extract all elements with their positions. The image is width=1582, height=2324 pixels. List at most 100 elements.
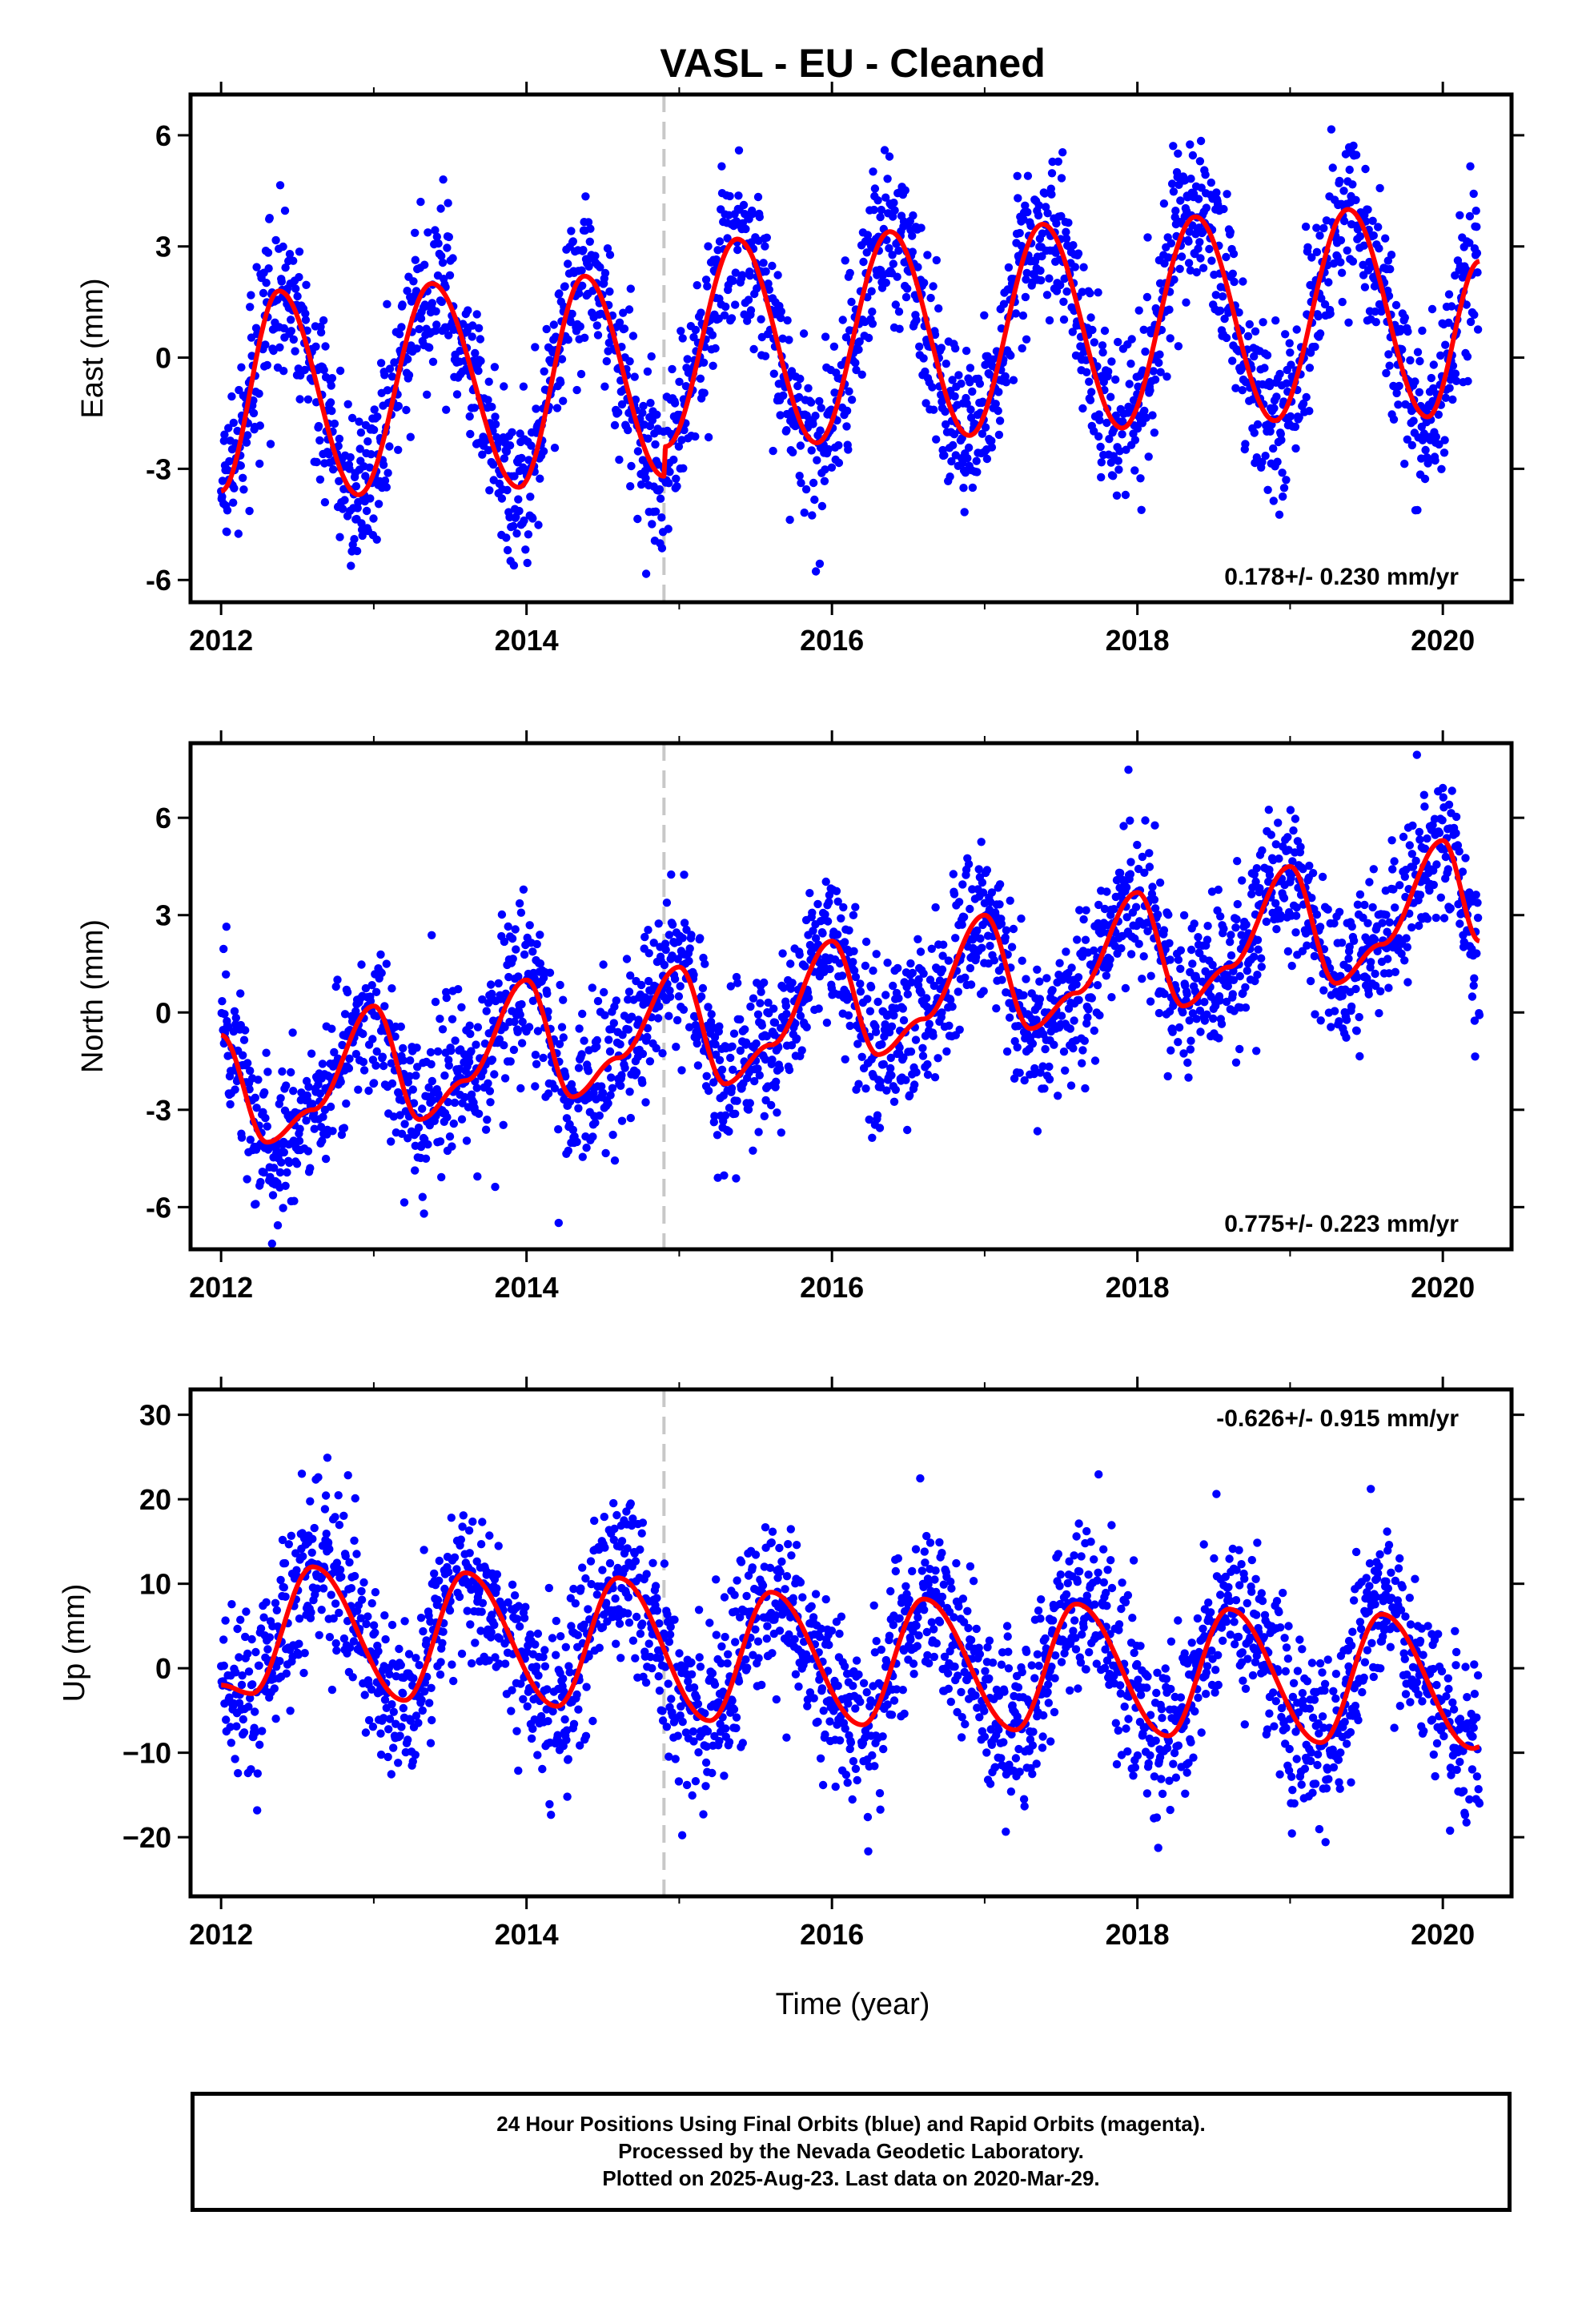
data-point <box>644 926 652 935</box>
data-point <box>265 214 274 223</box>
y-tick-label: -3 <box>146 1094 171 1127</box>
data-point <box>1470 310 1479 320</box>
data-point <box>1006 351 1015 360</box>
data-point <box>1421 445 1430 455</box>
data-point <box>1098 341 1107 350</box>
data-point <box>995 416 1005 425</box>
data-point <box>577 1050 586 1059</box>
data-point <box>1341 150 1351 159</box>
data-point <box>227 1600 236 1609</box>
data-point <box>1363 919 1372 928</box>
data-point <box>973 926 982 935</box>
data-point <box>1209 1014 1218 1023</box>
data-point <box>1257 954 1266 963</box>
data-point <box>246 1694 255 1703</box>
data-point <box>1096 442 1105 452</box>
data-point <box>788 979 797 987</box>
data-point <box>343 400 352 408</box>
data-point <box>1257 963 1267 971</box>
data-point <box>1438 816 1447 825</box>
data-point <box>263 1122 271 1131</box>
data-point <box>567 1080 576 1089</box>
data-point <box>1164 253 1173 262</box>
data-point <box>340 496 349 505</box>
data-point <box>797 1046 806 1055</box>
data-point <box>1121 983 1130 993</box>
plot-frame <box>188 92 1514 605</box>
data-point <box>1429 880 1439 890</box>
data-point <box>1462 300 1471 309</box>
data-point <box>340 1010 350 1019</box>
data-point <box>713 1173 722 1182</box>
y-axis-label: East (mm) <box>76 278 110 418</box>
data-point <box>870 184 880 193</box>
data-point <box>615 318 624 327</box>
data-point <box>1020 1076 1029 1085</box>
data-point <box>497 494 507 503</box>
data-point <box>753 1064 762 1073</box>
data-point <box>532 404 540 413</box>
data-point <box>786 959 795 968</box>
data-point <box>809 927 817 935</box>
data-point <box>919 969 928 979</box>
data-point <box>644 976 653 986</box>
data-point <box>1001 933 1010 943</box>
data-point <box>490 363 500 372</box>
data-point <box>604 338 613 348</box>
data-point <box>1186 175 1195 183</box>
data-point <box>927 944 937 954</box>
data-point <box>321 342 330 351</box>
data-point <box>218 493 227 501</box>
data-point <box>741 1038 751 1047</box>
data-point <box>336 1077 345 1087</box>
data-point <box>801 962 809 971</box>
data-point <box>1427 304 1437 314</box>
data-point <box>913 263 922 271</box>
data-point <box>1130 436 1140 444</box>
data-point <box>335 434 344 444</box>
data-point <box>901 292 911 302</box>
data-point <box>1045 1075 1054 1084</box>
data-point <box>785 1065 794 1075</box>
data-point <box>245 506 254 516</box>
data-point <box>345 1054 354 1063</box>
data-point <box>815 396 824 406</box>
data-point <box>1328 163 1337 172</box>
data-point <box>1055 959 1064 967</box>
data-point <box>261 340 270 349</box>
data-point <box>1062 947 1070 956</box>
data-point <box>1150 428 1159 437</box>
data-point <box>1250 352 1259 361</box>
data-point <box>424 1140 432 1149</box>
data-point <box>1271 316 1280 325</box>
data-point <box>1375 1009 1383 1018</box>
data-point <box>761 267 770 276</box>
data-point <box>930 1073 940 1082</box>
data-point <box>941 407 950 416</box>
data-point <box>235 1653 243 1662</box>
data-point <box>653 1014 663 1023</box>
data-point <box>271 1715 280 1723</box>
data-point <box>1066 1081 1076 1090</box>
data-point <box>223 528 231 537</box>
data-point <box>1117 944 1126 953</box>
data-point <box>1002 378 1011 387</box>
data-point <box>1115 447 1124 456</box>
data-point <box>350 1571 359 1581</box>
data-point <box>251 1707 259 1716</box>
data-point <box>591 1118 600 1128</box>
data-point <box>315 1630 323 1640</box>
data-point <box>438 1025 448 1034</box>
y-tick-label: 3 <box>155 231 171 263</box>
data-point <box>1432 860 1441 869</box>
data-point <box>1184 1073 1193 1082</box>
data-point <box>528 514 537 523</box>
data-point <box>845 387 853 396</box>
data-point <box>1072 980 1081 989</box>
data-point <box>318 1136 327 1145</box>
data-point <box>246 1136 255 1144</box>
data-point <box>661 945 670 955</box>
data-point <box>1045 274 1054 283</box>
data-point <box>946 472 954 481</box>
data-point <box>678 934 687 943</box>
